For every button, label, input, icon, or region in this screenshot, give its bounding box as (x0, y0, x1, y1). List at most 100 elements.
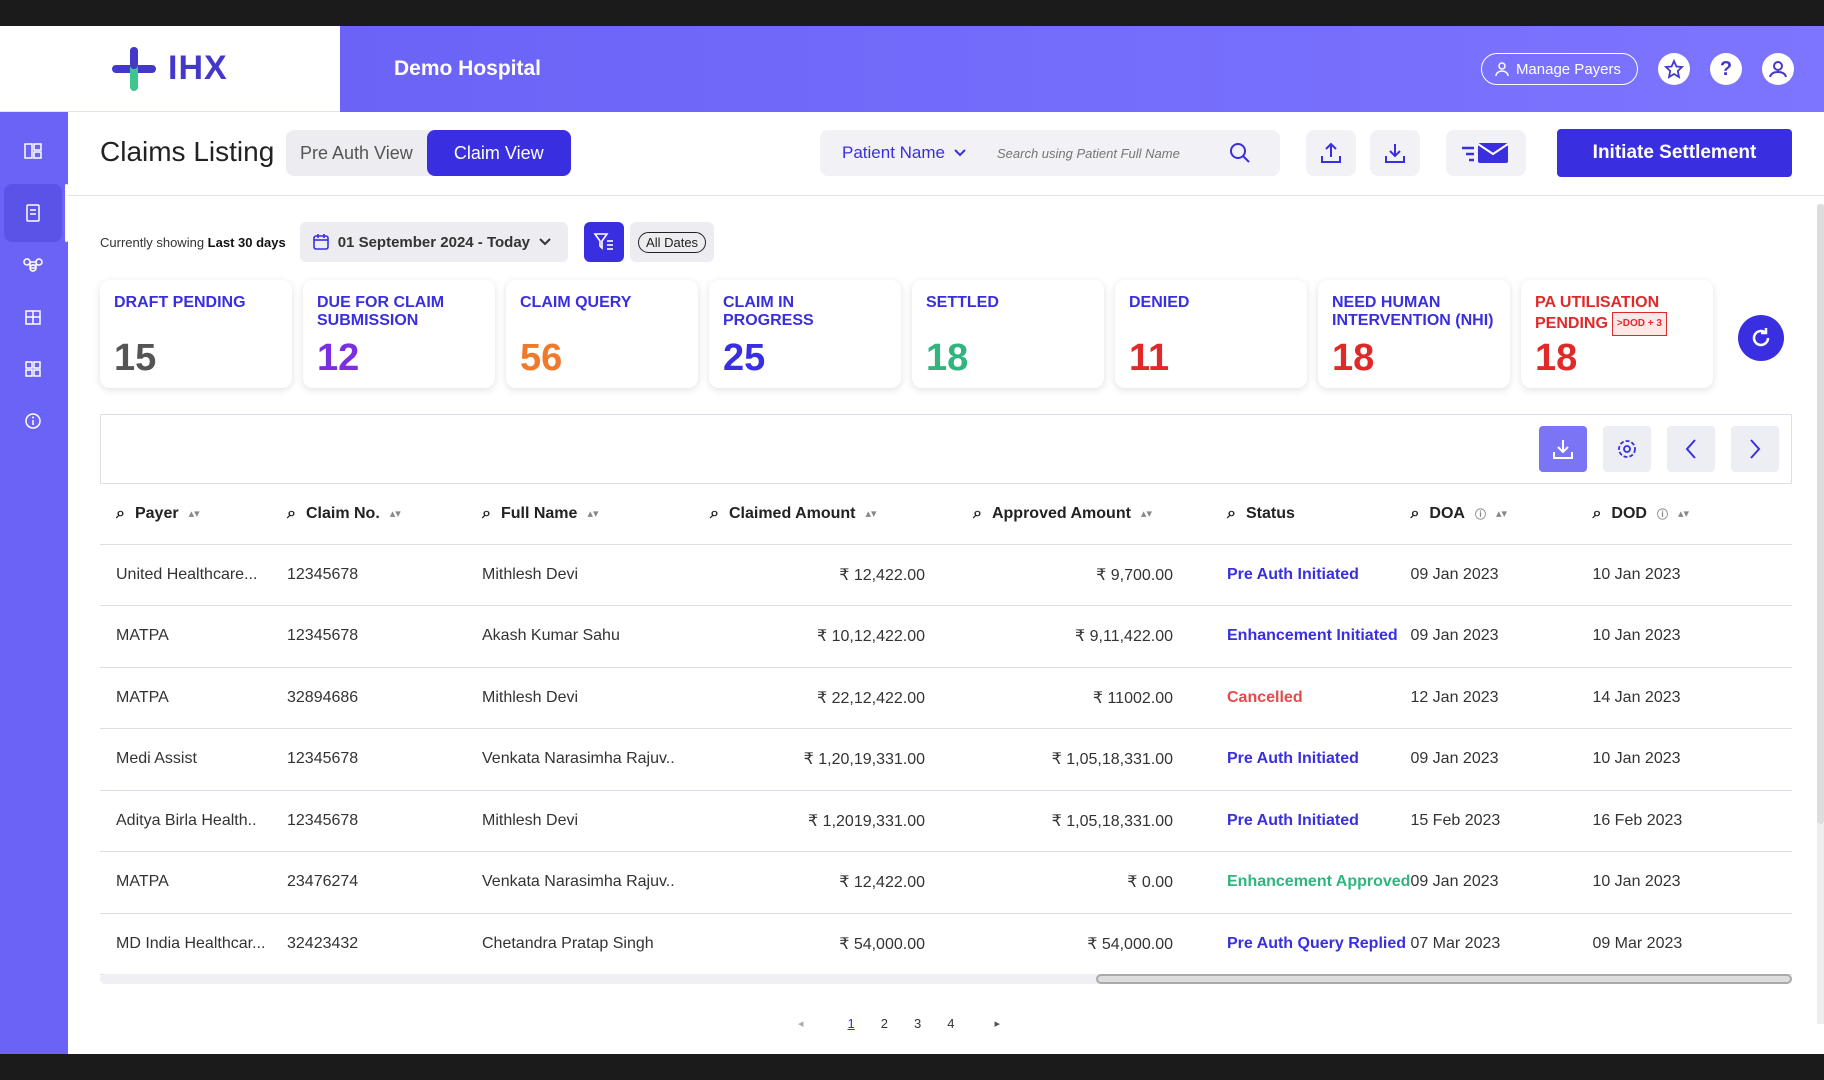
search-icon[interactable]: ⌕ (973, 504, 982, 522)
prev-page-icon[interactable]: ◂ (798, 1018, 804, 1030)
table-row[interactable]: MATPA 32894686 Mithlesh Devi ₹ 22,12,422… (100, 667, 1792, 729)
info-icon[interactable] (4, 392, 62, 450)
search-icon[interactable]: ⌕ (1592, 504, 1602, 522)
cell-status[interactable]: Enhancement Initiated (1173, 605, 1411, 668)
card-denied[interactable]: DENIED 11 (1115, 280, 1307, 388)
search-icon[interactable]: ⌕ (287, 504, 296, 522)
filter-button[interactable] (584, 222, 625, 262)
card-value: 11 (1129, 337, 1170, 379)
col-payer[interactable]: ⌕ Payer ▴▾ (100, 484, 287, 545)
filter-row: Currently showing Last 30 days 01 Septem… (100, 222, 715, 262)
manage-payers-button[interactable]: Manage Payers (1480, 53, 1638, 85)
page-2[interactable]: 2 (880, 1016, 888, 1031)
cell-status[interactable]: Pre Auth Initiated (1173, 728, 1411, 791)
sort-icon[interactable]: ▴▾ (1495, 508, 1508, 521)
reports-icon[interactable] (4, 340, 62, 398)
table-row[interactable]: MD India Healthcar... 32423432 Chetandra… (100, 913, 1792, 975)
upload-button[interactable] (1306, 130, 1356, 176)
tab-claim-view[interactable]: Claim View (426, 130, 571, 176)
scroll-left-button[interactable] (1667, 426, 1715, 472)
cell-status[interactable]: Pre Auth Initiated (1173, 544, 1411, 606)
star-icon[interactable] (1658, 53, 1690, 85)
scroll-right-button[interactable] (1731, 426, 1779, 472)
search-icon[interactable]: ⌕ (710, 504, 719, 522)
send-mail-button[interactable] (1446, 130, 1526, 176)
search-icon[interactable]: ⌕ (116, 504, 125, 522)
download-icon (1553, 440, 1573, 459)
cell-status[interactable]: Pre Auth Query Replied (1173, 913, 1411, 975)
search-field-select[interactable]: Patient Name (842, 143, 967, 163)
card-nhi[interactable]: NEED HUMAN INTERVENTION (NHI) 18 (1318, 280, 1510, 388)
cell-claim-no: 32894686 (287, 667, 482, 729)
col-claim-no[interactable]: ⌕ Claim No. ▴▾ (287, 484, 482, 545)
col-full-name[interactable]: ⌕ Full Name ▴▾ (482, 484, 710, 545)
cell-status[interactable]: Enhancement Approved (1173, 851, 1411, 914)
sort-icon[interactable]: ▴▾ (389, 508, 401, 521)
cell-doa: 15 Feb 2023 (1410, 790, 1593, 852)
sort-icon[interactable]: ▴▾ (1140, 508, 1152, 521)
help-icon[interactable]: ? (1710, 53, 1742, 85)
claims-icon[interactable] (4, 184, 68, 242)
scrollbar-thumb[interactable] (1096, 974, 1792, 984)
dashboard-icon[interactable] (4, 122, 62, 180)
tab-pre-auth-view[interactable]: Pre Auth View (300, 143, 413, 163)
info-icon: ⓘ (1474, 508, 1486, 521)
page-4[interactable]: 4 (947, 1016, 955, 1031)
scrollbar-thumb[interactable] (1817, 204, 1824, 824)
sort-icon[interactable]: ▴▾ (865, 508, 877, 521)
table-settings-button[interactable] (1603, 426, 1651, 472)
card-claim-query[interactable]: CLAIM QUERY 56 (506, 280, 698, 388)
cell-claimed-amount: ₹ 54,000.00 (710, 913, 925, 975)
col-doa[interactable]: ⌕ DOA ⓘ ▴▾ (1410, 484, 1593, 545)
table-row[interactable]: United Healthcare... 12345678 Mithlesh D… (100, 544, 1792, 606)
table-row[interactable]: Medi Assist 12345678 Venkata Narasimha R… (100, 728, 1792, 791)
vertical-scrollbar[interactable] (1817, 204, 1824, 1024)
cell-full-name: Venkata Narasimha Rajuv.. (482, 728, 710, 791)
card-label: NEED HUMAN INTERVENTION (NHI) (1332, 294, 1494, 329)
next-page-icon[interactable]: ▸ (994, 1018, 1000, 1030)
card-value: 18 (926, 337, 969, 379)
refresh-button[interactable] (1738, 315, 1784, 361)
col-label: DOA (1429, 504, 1465, 522)
all-dates-chip[interactable]: All Dates (630, 222, 715, 262)
chevron-left-icon (1685, 439, 1696, 459)
page-1[interactable]: 1 (847, 1016, 855, 1031)
card-due-for-claim-submission[interactable]: DUE FOR CLAIM SUBMISSION 12 (303, 280, 495, 388)
download-button[interactable] (1370, 130, 1420, 176)
table-row[interactable]: MATPA 23476274 Venkata Narasimha Rajuv..… (100, 851, 1792, 914)
card-pa-utilisation-pending[interactable]: PA UTILISATION PENDING >DOD + 3 18 (1521, 280, 1713, 388)
initiate-settlement-button[interactable]: Initiate Settlement (1557, 129, 1792, 177)
cell-claim-no: 12345678 (287, 544, 482, 606)
col-dod[interactable]: ⌕ DOD ⓘ ▴▾ (1592, 484, 1792, 545)
col-approved-amount[interactable]: ⌕ Approved Amount ▴▾ (925, 484, 1173, 545)
card-claim-in-progress[interactable]: CLAIM IN PROGRESS 25 (709, 280, 901, 388)
table-row[interactable]: MATPA 12345678 Akash Kumar Sahu ₹ 10,12,… (100, 605, 1792, 668)
card-draft-pending[interactable]: DRAFT PENDING 15 (100, 280, 292, 388)
sort-icon[interactable]: ▴▾ (1677, 508, 1690, 521)
horizontal-scrollbar[interactable] (100, 974, 1792, 984)
pagination: ◂ 1 2 3 4 ▸ (798, 1016, 1000, 1031)
card-value: 12 (317, 337, 360, 379)
search-icon[interactable]: ⌕ (1227, 504, 1236, 522)
profile-icon[interactable] (1762, 53, 1794, 85)
page-3[interactable]: 3 (914, 1016, 922, 1031)
table-row[interactable]: Aditya Birla Health.. 12345678 Mithlesh … (100, 790, 1792, 852)
sort-icon[interactable]: ▴▾ (188, 508, 200, 521)
search-icon[interactable]: ⌕ (482, 504, 491, 522)
cell-status[interactable]: Cancelled (1173, 667, 1411, 729)
sort-icon[interactable]: ▴▾ (587, 508, 599, 521)
table-download-button[interactable] (1539, 426, 1587, 472)
search-input[interactable] (997, 145, 1217, 161)
hospital-icon[interactable] (4, 288, 62, 346)
cell-full-name: Mithlesh Devi (482, 544, 710, 606)
search-icon[interactable] (1229, 142, 1251, 164)
search-icon[interactable]: ⌕ (1410, 504, 1420, 522)
col-status[interactable]: ⌕ Status (1173, 484, 1411, 545)
date-range-picker[interactable]: 01 September 2024 - Today (299, 222, 569, 262)
cell-dod: 10 Jan 2023 (1592, 544, 1792, 606)
col-claimed-amount[interactable]: ⌕ Claimed Amount ▴▾ (710, 484, 925, 545)
cell-claimed-amount: ₹ 12,422.00 (710, 851, 925, 914)
card-settled[interactable]: SETTLED 18 (912, 280, 1104, 388)
cell-status[interactable]: Pre Auth Initiated (1173, 790, 1411, 852)
command-icon[interactable] (4, 236, 62, 294)
